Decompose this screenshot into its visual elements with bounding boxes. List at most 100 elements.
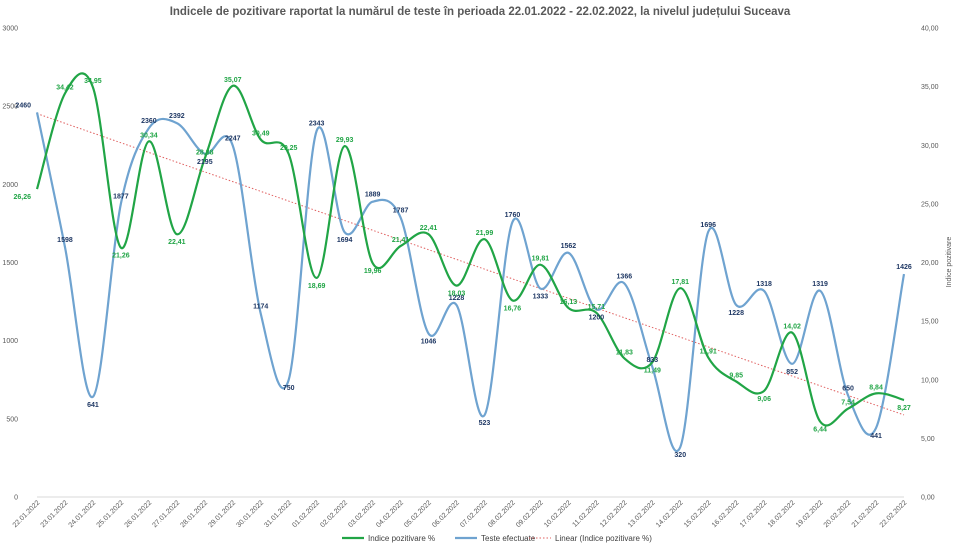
x-tick-label: 03.02.2022: [347, 499, 377, 529]
right-tick-label: 25,00: [921, 201, 939, 208]
right-axis-title: Indice pozitivare: [946, 237, 953, 288]
data-label-teste: 1333: [533, 294, 549, 301]
data-label-indice: 30,34: [140, 132, 158, 139]
data-label-teste: 2247: [225, 136, 241, 143]
data-label-teste: 1319: [812, 281, 828, 288]
data-label-teste: 441: [870, 433, 882, 440]
data-label-teste: 1694: [337, 237, 353, 244]
data-label-indice: 15,71: [588, 304, 606, 311]
data-label-teste: 1318: [756, 281, 772, 288]
x-tick-label: 25.01.2022: [96, 499, 126, 529]
data-label-indice: 30,49: [252, 131, 270, 138]
x-tick-label: 02.02.2022: [319, 499, 349, 529]
x-tick-label: 11.02.2022: [571, 499, 600, 528]
x-tick-label: 04.02.2022: [375, 499, 405, 529]
data-label-teste: 1046: [421, 338, 437, 345]
data-label-indice: 19,96: [364, 268, 382, 275]
left-tick-label: 0: [14, 495, 18, 502]
right-tick-label: 5,00: [921, 436, 935, 443]
data-label-indice: 9,85: [729, 373, 743, 380]
data-label-teste: 1228: [728, 310, 744, 317]
data-label-teste: 1366: [617, 273, 633, 280]
data-label-indice: 21,41: [392, 237, 410, 244]
x-tick-label: 28.01.2022: [179, 499, 209, 529]
left-tick-label: 1000: [2, 338, 18, 345]
x-tick-label: 05.02.2022: [403, 499, 433, 529]
data-label-teste: 1889: [365, 192, 381, 199]
data-label-indice: 26,26: [13, 194, 31, 201]
series-line-indice: [35, 72, 905, 427]
data-label-teste: 1760: [505, 212, 521, 219]
data-label-teste: 1598: [57, 237, 73, 244]
data-label-indice: 21,99: [476, 230, 494, 237]
data-label-indice: 35,07: [224, 77, 242, 84]
left-tick-label: 1500: [2, 260, 18, 267]
data-label-teste: 1174: [253, 303, 268, 310]
x-tick-label: 06.02.2022: [431, 499, 461, 529]
data-label-teste: 1877: [113, 194, 129, 201]
x-tick-label: 10.02.2022: [543, 499, 573, 529]
chart-title: Indicele de pozitivare raportat la număr…: [169, 6, 791, 18]
data-label-indice: 7,54: [841, 400, 855, 407]
data-label-teste: 2460: [15, 102, 31, 109]
data-label-indice: 17,81: [671, 279, 689, 286]
left-tick-label: 2000: [2, 182, 18, 189]
x-tick-label: 01.02.2022: [291, 499, 321, 529]
data-label-indice: 29,93: [336, 137, 354, 144]
data-label-indice: 18,03: [448, 291, 466, 298]
data-label-indice: 21,26: [112, 253, 130, 260]
x-tick-label: 22.01.2022: [12, 499, 42, 529]
data-label-indice: 11,91: [700, 348, 717, 355]
x-tick-label: 20.02.2022: [823, 499, 853, 529]
x-tick-label: 22.02.2022: [879, 499, 909, 529]
data-label-teste: 1200: [589, 314, 605, 321]
right-tick-label: 10,00: [921, 377, 939, 384]
data-label-teste: 1426: [896, 264, 912, 271]
legend-label-indice: Indice pozitivare %: [368, 534, 435, 543]
right-tick-label: 40,00: [921, 26, 939, 33]
x-tick-label: 26.01.2022: [124, 499, 154, 529]
data-label-teste: 650: [842, 385, 854, 392]
data-label-teste: 2195: [197, 159, 213, 166]
x-tick-label: 08.02.2022: [487, 499, 517, 529]
right-tick-label: 30,00: [921, 143, 939, 150]
data-label-indice: 29,25: [280, 145, 298, 152]
data-label-teste: 523: [479, 420, 491, 427]
x-tick-label: 07.02.2022: [459, 499, 489, 529]
x-tick-label: 12.02.2022: [599, 499, 629, 529]
data-label-teste: 750: [283, 385, 295, 392]
data-label-teste: 320: [674, 452, 686, 459]
data-label-teste: 641: [87, 402, 99, 409]
data-label-indice: 16,76: [504, 305, 522, 312]
data-label-teste: 2392: [169, 113, 185, 120]
data-label-teste: 1787: [393, 208, 409, 215]
data-label-indice: 19,81: [532, 256, 550, 263]
x-tick-label: 16.02.2022: [711, 499, 741, 529]
data-label-indice: 11,83: [616, 349, 633, 356]
data-label-indice: 22,41: [420, 225, 438, 232]
x-tick-label: 30.01.2022: [235, 499, 265, 529]
x-tick-label: 31.01.2022: [263, 499, 293, 529]
data-label-teste: 1696: [700, 222, 716, 229]
data-label-teste: 852: [786, 369, 798, 376]
x-tick-label: 17.02.2022: [739, 499, 769, 529]
data-label-indice: 34,42: [56, 84, 74, 91]
right-tick-label: 20,00: [921, 260, 939, 267]
right-tick-label: 35,00: [921, 84, 939, 91]
x-tick-label: 13.02.2022: [627, 499, 657, 529]
data-label-indice: 22,41: [168, 239, 186, 246]
data-label-teste: 833: [646, 357, 658, 364]
x-tick-label: 23.01.2022: [40, 499, 70, 529]
x-tick-label: 21.02.2022: [851, 499, 881, 529]
legend-label-trend: Linear (Indice pozitivare %): [555, 534, 652, 543]
data-label-indice: 34,95: [84, 78, 102, 85]
right-tick-label: 0,00: [921, 495, 935, 502]
x-tick-label: 18.02.2022: [767, 499, 797, 529]
left-tick-label: 500: [6, 416, 18, 423]
x-tick-label: 29.01.2022: [207, 499, 237, 529]
legend-label-teste: Teste efectuate: [481, 534, 536, 543]
data-label-indice: 8,84: [869, 384, 883, 391]
data-label-indice: 16,13: [560, 299, 578, 306]
right-tick-label: 15,00: [921, 319, 939, 326]
